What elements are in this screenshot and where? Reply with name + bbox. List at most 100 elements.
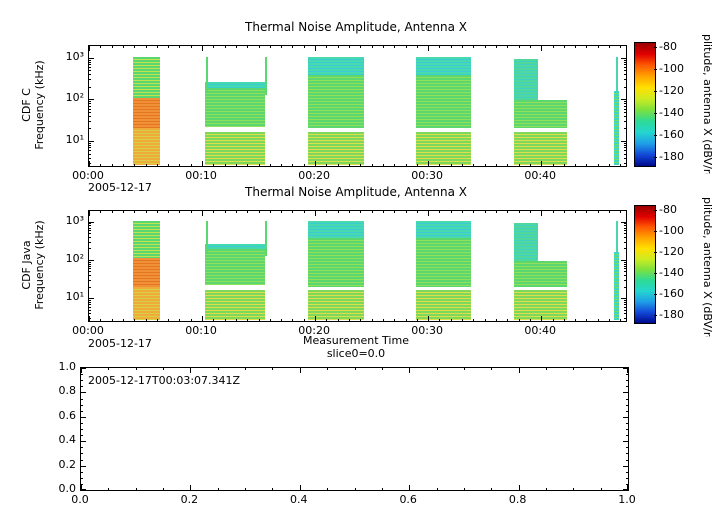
x-minor-tick [100,319,102,321]
x-minor-tick [281,211,283,213]
spectrogram-spike [206,56,208,91]
y-minor-tick [624,241,626,243]
x-minor-tick [292,164,294,166]
y-minor-tick [89,225,91,227]
y-minor-tick [624,103,626,105]
x-minor-tick [258,319,260,321]
y-minor-tick [624,265,626,267]
x-minor-tick [179,211,181,213]
x3-tick-label: 0.0 [71,493,89,506]
panel1-spectrogram-plot[interactable] [88,45,627,167]
x-minor-tick [495,211,497,213]
colorbar-tick [654,135,657,137]
y-minor-tick [624,279,626,281]
spectrogram-block [308,290,364,320]
x3-minor-tick [217,368,219,370]
spectrogram-block [514,58,538,101]
x-minor-tick [529,164,531,166]
y-minor-tick [624,61,626,63]
y-minor-tick [89,233,91,235]
x-minor-tick [473,211,475,213]
x-minor-tick [371,46,373,48]
y3-minor-tick [626,398,628,400]
colorbar-tick-label: -180 [659,307,684,321]
x-minor-tick [179,46,181,48]
spectrogram-block [205,290,266,320]
colorbar-tick-label: -80 [659,40,677,54]
spectrogram-block [308,75,364,129]
panel1-date-label: 2005-12-17 [88,181,152,194]
spectrogram-block [308,220,364,238]
y-minor-tick [624,64,626,66]
x-minor-tick [518,164,520,166]
x-minor-tick [620,319,622,321]
y3-minor-tick [81,404,83,406]
y3-major-tick [623,368,628,369]
y-minor-tick [624,66,626,68]
x-tick-label: 00:30 [411,169,444,182]
panel2-spectrogram-plot[interactable] [88,210,627,322]
x-minor-tick [292,319,294,321]
x-minor-tick [484,46,486,48]
x3-tick-label: 0.8 [508,493,527,506]
panel2-ylabel-line1: CDF Java [20,240,33,290]
x-minor-tick [473,46,475,48]
slice-plot[interactable] [80,367,629,491]
x-minor-tick [394,46,396,48]
y3-minor-tick [81,386,83,388]
spectrogram-block [514,290,568,320]
x-major-tick [541,161,543,166]
x-minor-tick [247,211,249,213]
x-minor-tick [258,211,260,213]
panel1-ylabel-line1: CDF C [20,88,33,122]
colorbar-tick [654,69,657,71]
y3-major-tick [623,392,628,394]
spectrogram-spike [265,220,268,256]
y3-major-tick [623,489,628,490]
x3-major-tick [409,485,411,490]
x-minor-tick [371,164,373,166]
x-minor-tick [609,164,611,166]
y3-minor-tick [81,453,83,455]
y3-minor-tick [626,477,628,479]
x-tick-label: 00:00 [72,324,104,337]
x-minor-tick [224,164,226,166]
y3-major-tick [81,416,86,418]
x-minor-tick [349,319,351,321]
y-minor-tick [624,105,626,107]
colorbar-tick [654,210,657,212]
x-major-tick [202,316,204,321]
y3-minor-tick [81,398,83,400]
x-tick-label: 00:40 [524,324,557,337]
panel1-colorbar[interactable] [634,42,656,167]
x3-minor-tick [381,488,383,490]
y3-minor-tick [626,410,628,412]
x3-minor-tick [354,488,356,490]
x-minor-tick [462,46,464,48]
y-minor-tick [624,227,626,229]
x-minor-tick [122,211,124,213]
y-minor-tick [624,233,626,235]
colorbar-tick-label: -140 [659,106,684,120]
y3-tick-label: 0.0 [58,482,77,495]
x-minor-tick [235,46,237,48]
x-minor-tick [371,319,373,321]
panel1-colorbar-label: plitude, antenna X (dBV/root [701,34,714,174]
y3-minor-tick [626,386,628,388]
x-minor-tick [518,46,520,48]
x-minor-tick [122,319,124,321]
x3-major-tick [518,485,520,490]
spectrogram-block [514,222,538,261]
panel2-colorbar[interactable] [634,205,656,324]
colorbar-tick-label: -80 [659,203,677,217]
colorbar-tick-label: -180 [659,150,684,164]
y-minor-tick [624,86,626,88]
y-minor-tick [624,145,626,147]
y-minor-tick [89,263,91,265]
x-minor-tick [156,46,158,48]
y-minor-tick [624,236,626,238]
x3-major-tick [81,485,82,490]
x-minor-tick [213,46,215,48]
x-minor-tick [416,319,418,321]
